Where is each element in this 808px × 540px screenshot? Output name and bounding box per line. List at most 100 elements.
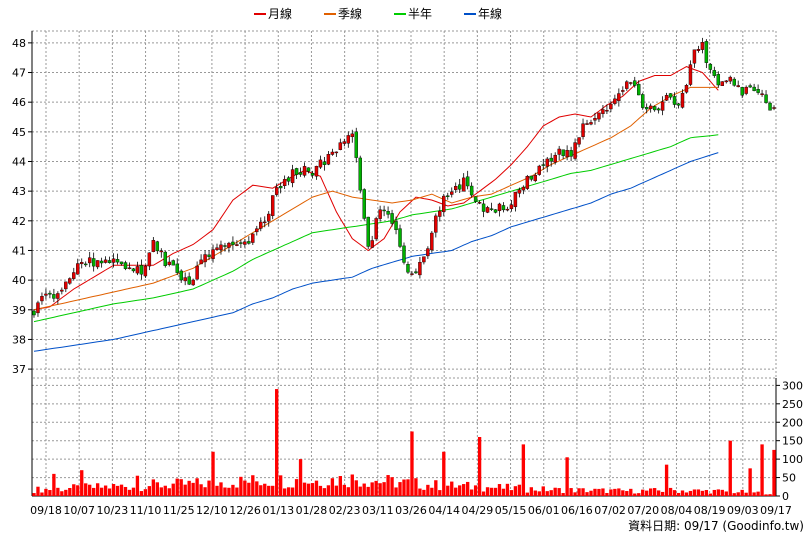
volume-bar (155, 482, 159, 496)
volume-bar (382, 482, 386, 496)
candle-body (251, 233, 255, 243)
ma-line-quarter (33, 86, 719, 311)
candle-body (708, 63, 713, 70)
candle-body (76, 263, 80, 275)
candle-body (99, 260, 104, 264)
candle-body (489, 208, 494, 210)
volume-tick-label: 100 (782, 453, 803, 466)
volume-bar (426, 484, 430, 496)
candle-body (533, 175, 538, 182)
candle-body (565, 150, 569, 158)
volume-bar (326, 485, 331, 496)
volume-bar (589, 490, 593, 496)
volume-bar (350, 474, 354, 496)
candle-body (438, 210, 442, 217)
volume-bar (565, 457, 569, 496)
volume-bar (366, 486, 370, 496)
volume-bar (195, 478, 199, 496)
volume-bar (378, 483, 382, 496)
price-tick-label: 41 (12, 244, 26, 257)
candle-body (454, 186, 458, 190)
volume-bar (549, 490, 553, 496)
volume-bar (103, 485, 108, 496)
volume-bar (306, 483, 311, 496)
volume-bar (52, 473, 56, 496)
candle-body (465, 176, 470, 187)
candle-body (390, 213, 394, 224)
price-tick-label: 38 (12, 333, 26, 346)
candle-body (581, 123, 585, 137)
candle-body (772, 107, 776, 109)
volume-bar (346, 487, 350, 496)
volume-bar (728, 440, 732, 496)
volume-bar (768, 494, 772, 496)
candle-body (68, 278, 72, 284)
volume-bar (298, 459, 303, 496)
volume-bar (243, 480, 247, 496)
candle-body (422, 256, 426, 263)
candle-body (585, 123, 589, 125)
x-axis: 09/18 10/07 10/23 11/10 11/25 12/10 12/26 01/13… (30, 504, 792, 517)
volume-bar (275, 389, 279, 496)
volume-bar (223, 487, 227, 496)
candle-body (633, 80, 637, 86)
volume-bar (259, 485, 263, 496)
volume-bar (458, 485, 462, 496)
volume-bar (91, 487, 96, 496)
volume-bar (179, 479, 183, 496)
candle-body (692, 49, 697, 64)
volume-bar (601, 488, 605, 496)
volume-bar (414, 478, 418, 496)
candle-body (270, 195, 275, 216)
candle-body (648, 105, 653, 109)
candle-body (430, 232, 434, 251)
legend-label-1: 季線 (338, 6, 362, 21)
volume-bar (191, 482, 195, 496)
volume-bar (764, 494, 768, 496)
candle-body (155, 241, 160, 252)
candle-body (410, 273, 414, 275)
price-tick-label: 46 (12, 96, 26, 109)
candle-body (167, 261, 171, 265)
candle-body (688, 64, 693, 85)
x-tick-label: 06/16 (561, 504, 593, 517)
candle-body (111, 258, 116, 263)
volume-bar (247, 482, 251, 496)
volume-bar (115, 485, 120, 496)
candle-body (378, 209, 382, 219)
volume-bar (708, 493, 713, 496)
candle-body (302, 166, 307, 176)
candle-body (239, 242, 243, 244)
volume-bar (56, 487, 60, 496)
volume-bar (338, 476, 343, 496)
volume-bar (278, 475, 283, 496)
volume-bar (629, 488, 633, 496)
candle-body (756, 89, 760, 93)
volume-bar (533, 490, 537, 496)
volume-bar (163, 485, 167, 496)
volume-bar (342, 484, 346, 496)
volume-bar (76, 485, 80, 496)
candle-body (215, 247, 219, 250)
volume-bar (151, 479, 156, 496)
volume-bar (645, 490, 649, 496)
volume-bar (525, 492, 530, 496)
x-tick-label: 09/17 (760, 504, 792, 517)
volume-bar (263, 483, 267, 496)
volume-bar (318, 485, 323, 496)
volume-bar (593, 488, 597, 496)
price-tick-label: 39 (12, 304, 26, 317)
candle-body (541, 164, 545, 166)
price-axis: 37 38 39 40 41 42 43 44 45 46 47 48 (12, 31, 33, 496)
candle-body (123, 262, 128, 269)
volume-bar (60, 491, 64, 496)
volume-bar (772, 449, 776, 496)
x-tick-label: 06/01 (528, 504, 560, 517)
volume-bar (481, 491, 486, 496)
x-tick-label: 10/07 (63, 504, 95, 517)
candle-body (589, 122, 593, 125)
volume-bar (716, 489, 720, 496)
volume-tick-label: 50 (782, 472, 796, 485)
candle-body (664, 95, 669, 101)
